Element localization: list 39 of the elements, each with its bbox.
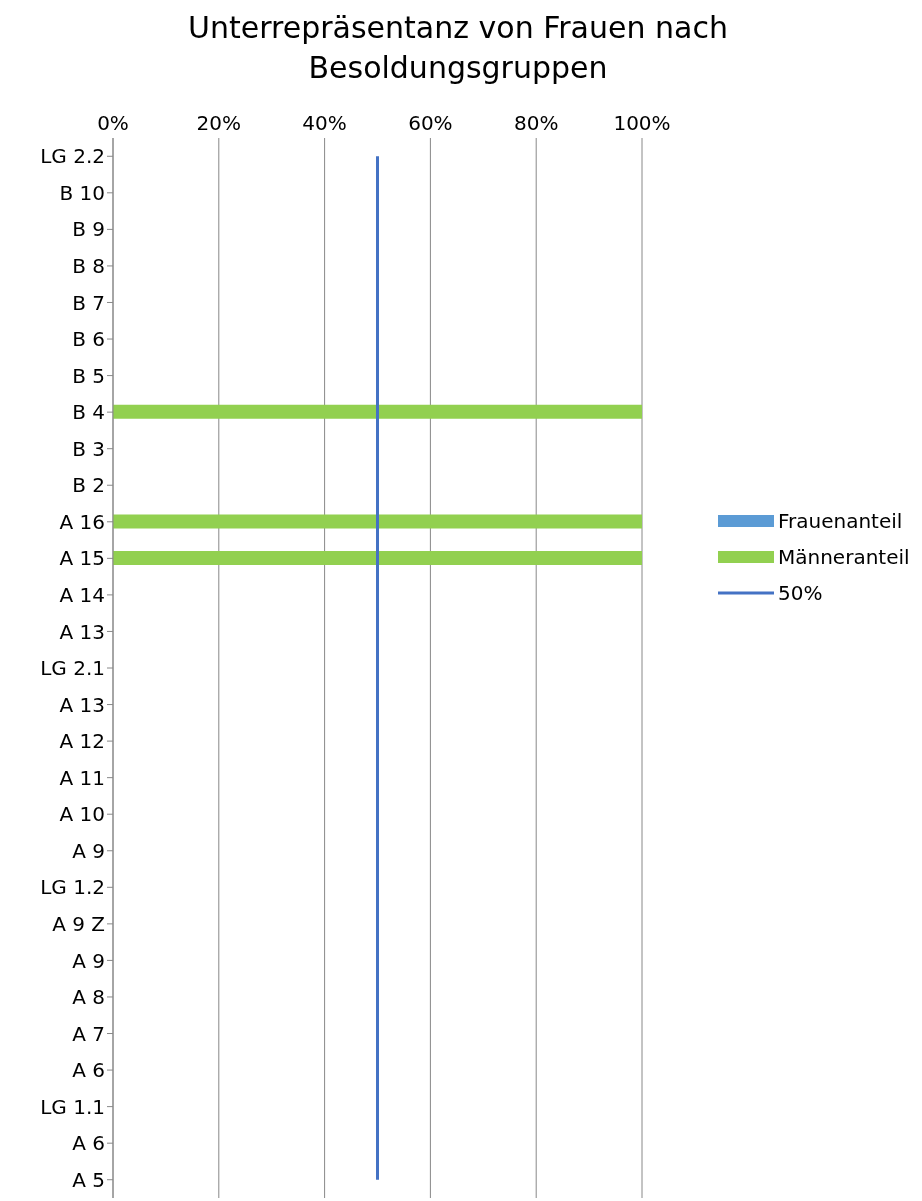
y-tick-label: LG 1.1	[40, 1094, 105, 1119]
y-tick-label: B 3	[72, 436, 105, 461]
y-tick-label: B 9	[72, 217, 105, 242]
y-tick-label: A 16	[59, 509, 105, 534]
y-tick-label: A 8	[72, 985, 105, 1010]
x-tick-label: 40%	[302, 111, 347, 135]
legend-label: Männeranteil	[778, 545, 910, 569]
y-tick-label: B 2	[72, 473, 105, 498]
y-tick-label: A 6	[72, 1131, 105, 1156]
x-tick-label: 80%	[513, 111, 559, 135]
legend-label: 50%	[778, 581, 823, 605]
y-tick-label: A 9 Z	[52, 911, 105, 936]
chart-title: Unterrepräsentanz von Frauen nach Besoldungsgruppen	[187, 9, 729, 87]
y-tick-label: A 6	[72, 1058, 105, 1083]
y-tick-label: B 5	[72, 363, 105, 388]
x-tick-label: 60%	[408, 111, 453, 135]
y-tick-label: LG 1.2	[40, 875, 105, 900]
y-tick-label: A 14	[59, 583, 105, 607]
y-tick-label: LG 2.2	[40, 144, 105, 169]
x-tick-label: 0%	[97, 111, 129, 135]
y-tick-label: A 10	[59, 802, 105, 827]
y-tick-label: A 13	[59, 692, 105, 717]
y-tick-label: A 9	[72, 838, 105, 863]
y-tick-label: B 10	[59, 180, 105, 205]
y-tick-label: A 9	[72, 948, 105, 973]
y-tick-label: A 7	[72, 1021, 105, 1046]
y-tick-label: B 7	[72, 290, 105, 315]
y-tick-label: B 4	[72, 400, 105, 425]
y-tick-label: A 11	[59, 765, 105, 790]
x-tick-label: 100%	[613, 111, 671, 135]
y-tick-label: LG 2.1	[40, 656, 105, 681]
y-tick-label: A 15	[59, 546, 105, 571]
y-tick-label: A 5	[72, 1167, 105, 1192]
y-tick-label: A 13	[59, 619, 105, 644]
legend-label: Frauenanteil	[778, 509, 903, 533]
y-tick-label: A 12	[59, 729, 105, 754]
x-tick-label: 20%	[196, 111, 242, 135]
y-tick-label: B 6	[72, 327, 105, 352]
y-tick-label: B 8	[72, 254, 105, 279]
